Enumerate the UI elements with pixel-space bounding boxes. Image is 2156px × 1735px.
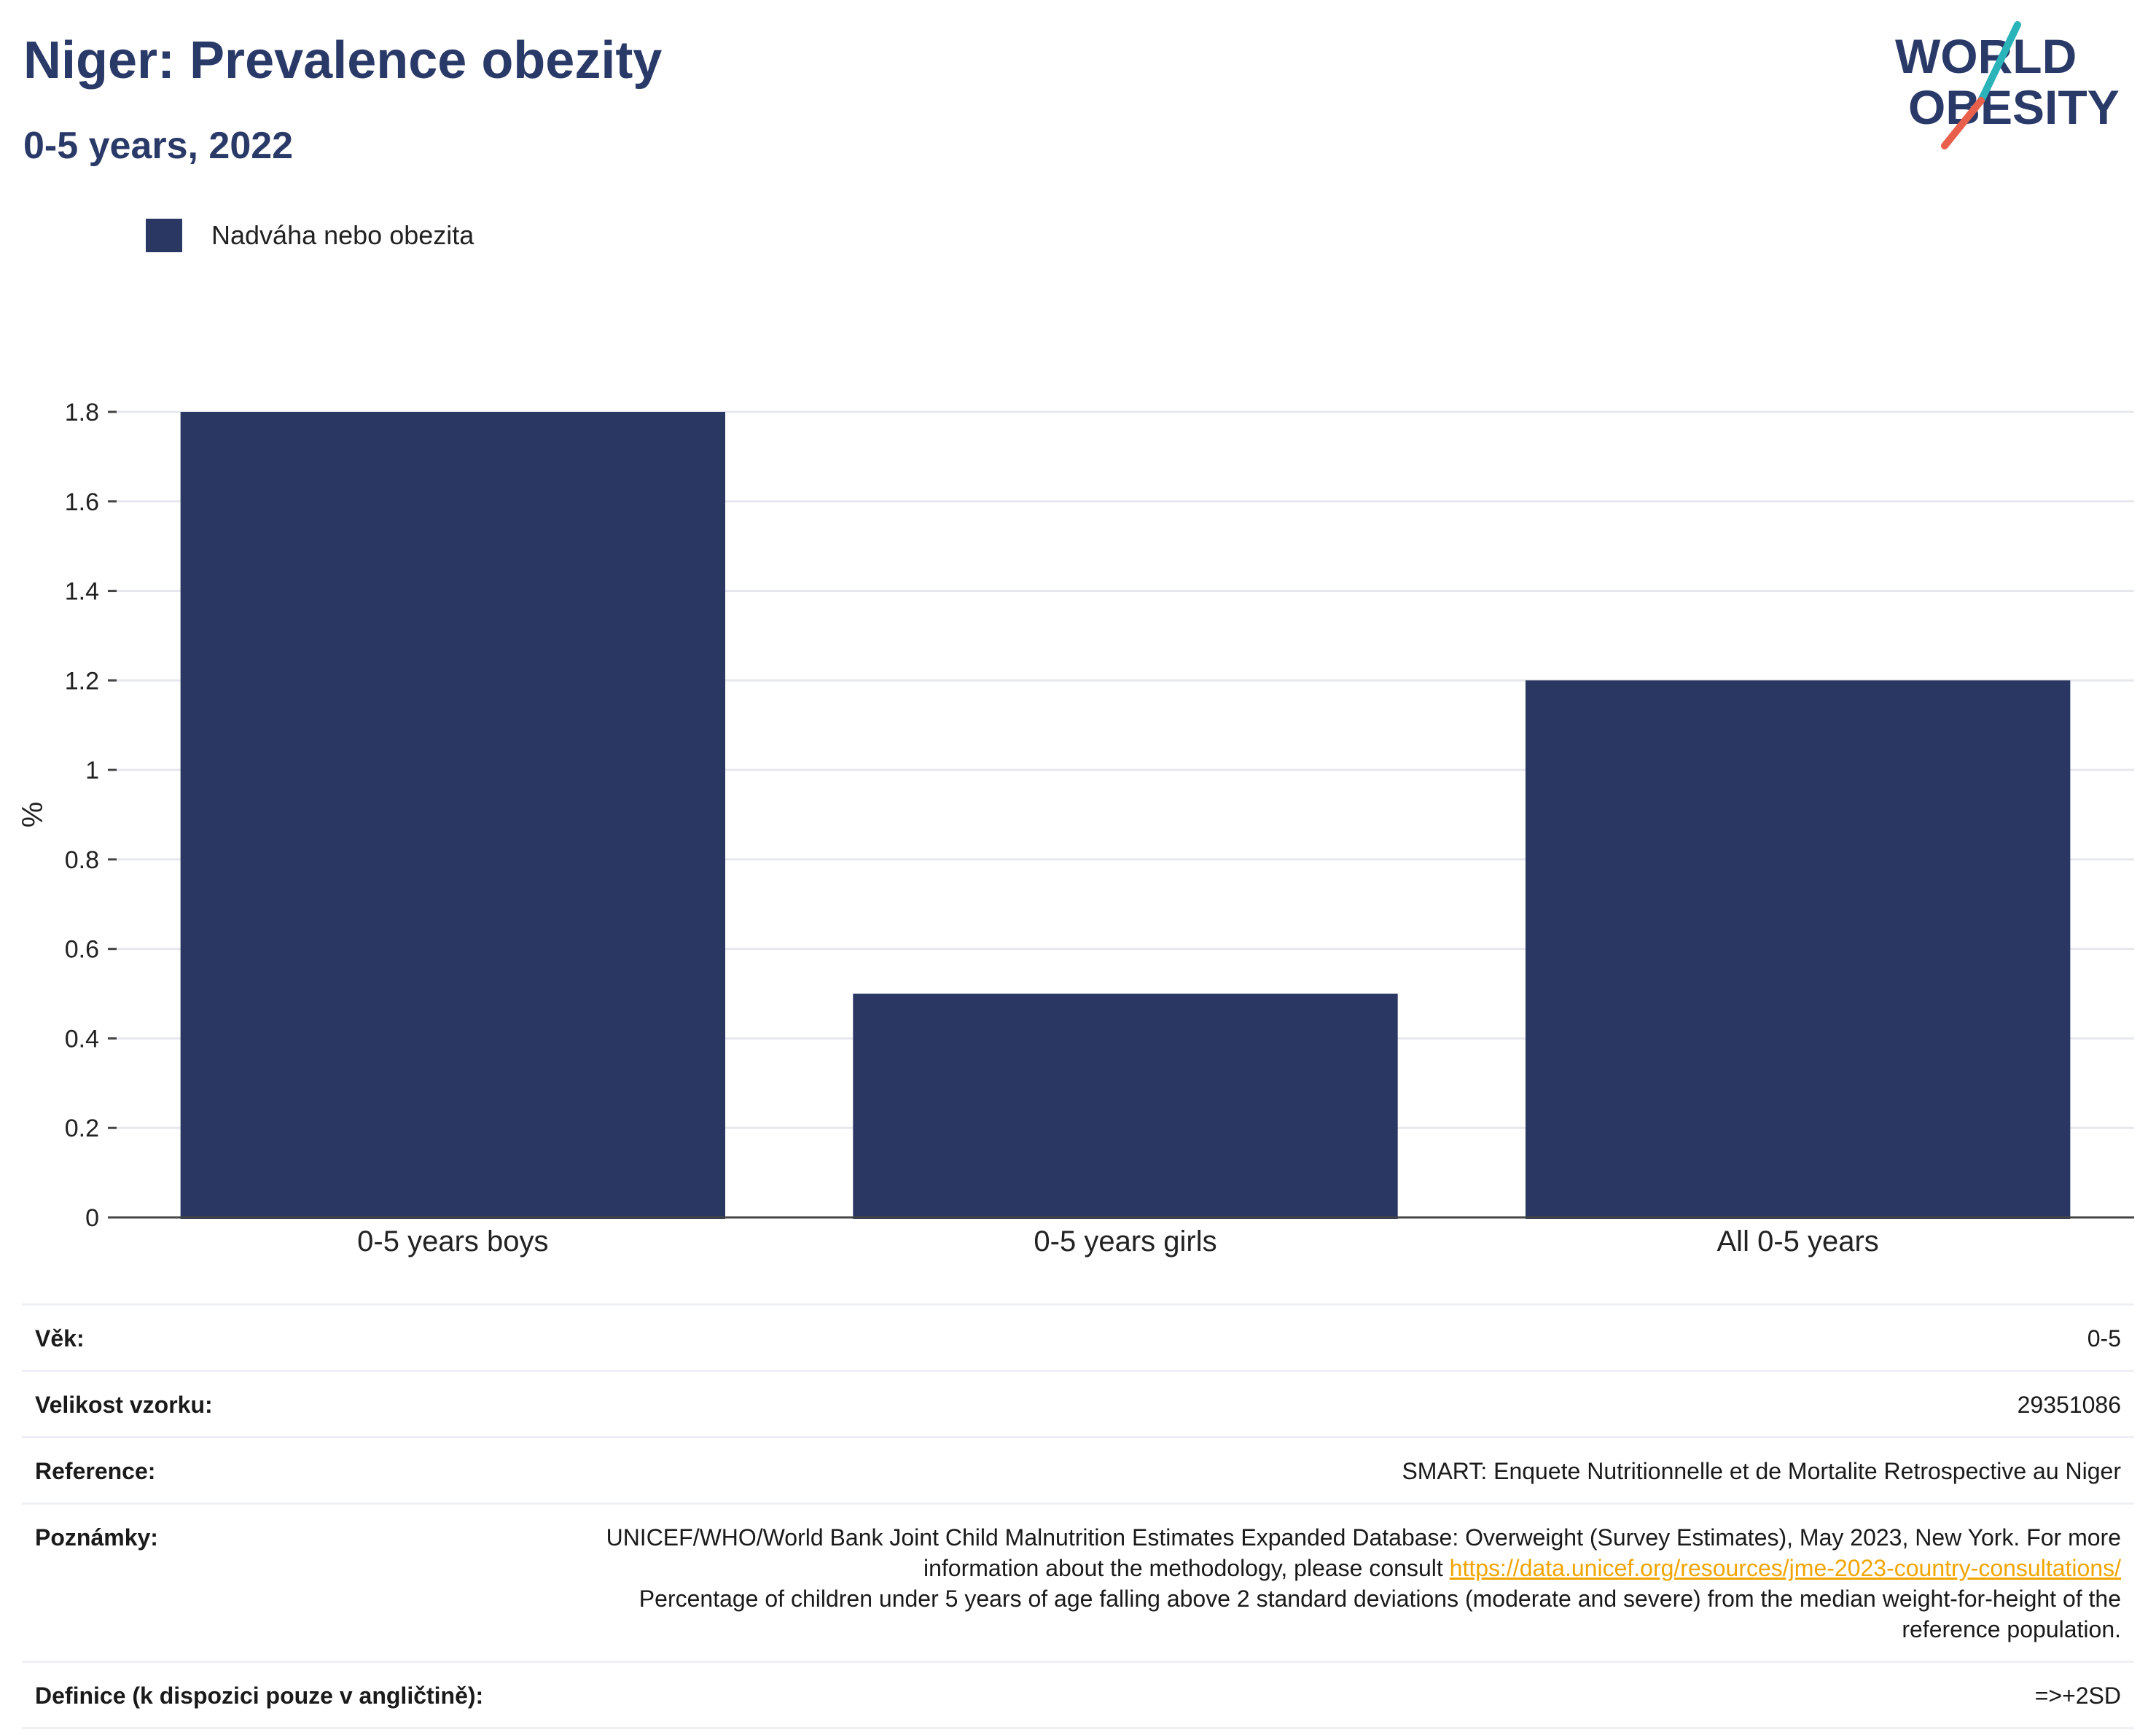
info-row-notes: Poznámky: UNICEF/WHO/World Bank Joint Ch…: [22, 1505, 2134, 1663]
y-tick-label: 0.6: [65, 936, 99, 964]
y-tick-label: 0.8: [65, 846, 99, 874]
legend-label: Nadváha nebo obezita: [211, 220, 474, 250]
logo-line1: WORLD: [1895, 29, 2077, 83]
info-row-age: Věk: 0-5: [22, 1306, 2134, 1372]
sample-size-label: Velikost vzorku:: [35, 1392, 213, 1418]
definition-value: =>+2SD: [2034, 1683, 2121, 1709]
logo-slash-top: [1977, 21, 2021, 104]
info-row-definition: Definice (k dispozici pouze v angličtině…: [22, 1663, 2134, 1729]
sample-size-value: 29351086: [2017, 1392, 2121, 1418]
notes-link[interactable]: https://data.unicef.org/resources/jme-20…: [1449, 1555, 2121, 1581]
y-tick-label: 1: [85, 757, 99, 784]
chart-legend[interactable]: Nadváha nebo obezita: [146, 219, 474, 252]
logo-slash-bottom: [1941, 97, 1985, 149]
bar: [180, 412, 726, 1219]
bar: [1525, 680, 2071, 1219]
age-label: Věk:: [35, 1325, 85, 1352]
x-category-label: 0-5 years girls: [1034, 1225, 1216, 1258]
notes-text-2: Percentage of children under 5 years of …: [638, 1586, 2121, 1642]
definition-label: Definice (k dispozici pouze v angličtině…: [35, 1683, 484, 1709]
y-axis-label: %: [17, 802, 49, 828]
y-tick-label: 0.4: [65, 1025, 99, 1053]
logo-line2: OBESITY: [1908, 80, 2120, 134]
notes-label: Poznámky:: [35, 1524, 158, 1551]
info-row-reference: Reference: SMART: Enquete Nutritionnelle…: [22, 1438, 2134, 1505]
info-table: Věk: 0-5 Velikost vzorku: 29351086 Refer…: [22, 1303, 2134, 1729]
notes-text-1: UNICEF/WHO/World Bank Joint Child Malnut…: [606, 1524, 2121, 1581]
page-subtitle: 0-5 years, 2022: [23, 125, 294, 167]
legend-swatch: [146, 219, 182, 252]
reference-label: Reference:: [35, 1458, 156, 1484]
info-row-sample: Velikost vzorku: 29351086: [22, 1372, 2134, 1438]
page-title: Niger: Prevalence obezity: [23, 31, 663, 90]
y-tick-label: 1.8: [65, 399, 99, 426]
y-tick-label: 0.2: [65, 1115, 99, 1142]
bar: [853, 994, 1398, 1219]
age-value: 0-5: [2087, 1325, 2121, 1352]
x-category-label: 0-5 years boys: [357, 1225, 548, 1258]
bar-chart: 0 0.2 0.4 0.6 0.8 1 1.2 1.4 1.6 1.8% 0-5 years boy…: [17, 399, 2134, 1258]
y-tick-label: 0: [85, 1204, 99, 1232]
reference-value: SMART: Enquete Nutritionnelle et de Mort…: [1402, 1458, 2121, 1484]
y-tick-label: 1.4: [65, 578, 99, 606]
world-obesity-logo: WORLD OBESITY: [1895, 21, 2120, 149]
y-tick-label: 1.2: [65, 667, 99, 695]
notes-value: UNICEF/WHO/World Bank Joint Child Malnut…: [590, 1522, 2121, 1645]
y-tick-label: 1.6: [65, 488, 99, 516]
x-category-label: All 0-5 years: [1717, 1225, 1879, 1258]
